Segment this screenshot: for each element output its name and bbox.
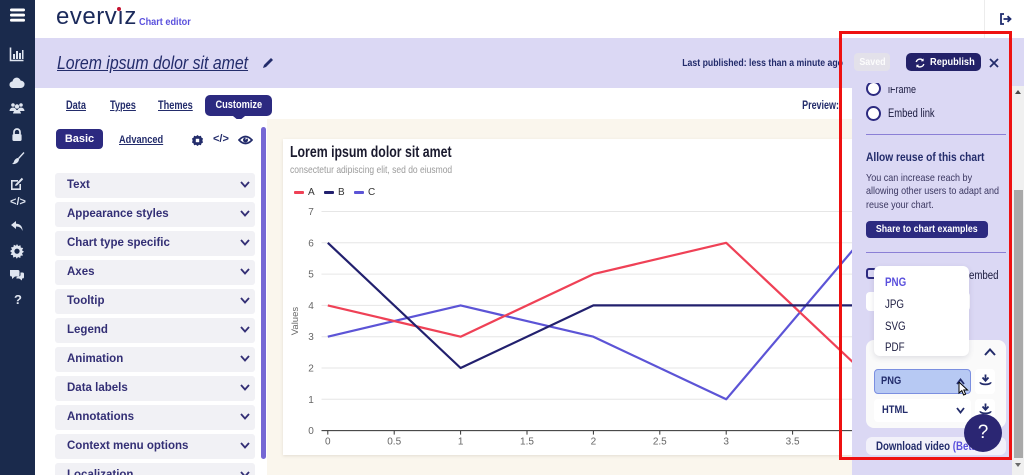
svg-text:3: 3 — [723, 437, 729, 448]
svg-text:0.5: 0.5 — [387, 437, 401, 448]
svg-text:4: 4 — [308, 301, 314, 312]
svg-text:0: 0 — [325, 437, 331, 448]
svg-text:0: 0 — [308, 426, 314, 437]
svg-text:5: 5 — [308, 270, 314, 281]
svg-text:Values: Values — [290, 307, 301, 336]
svg-text:1.5: 1.5 — [520, 437, 534, 448]
svg-text:1: 1 — [308, 395, 314, 406]
svg-text:7: 7 — [308, 207, 314, 218]
svg-text:6: 6 — [308, 238, 314, 249]
svg-text:3.5: 3.5 — [786, 437, 800, 448]
svg-text:1: 1 — [458, 437, 464, 448]
svg-text:2.5: 2.5 — [653, 437, 667, 448]
svg-text:3: 3 — [308, 332, 314, 343]
svg-text:2: 2 — [308, 364, 314, 375]
svg-text:2: 2 — [591, 437, 597, 448]
